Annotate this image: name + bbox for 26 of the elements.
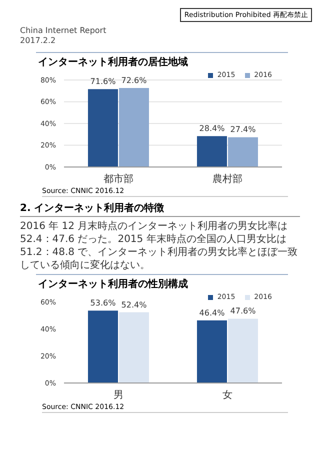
data-label: 52.4% <box>121 300 148 310</box>
data-label: 28.4% <box>199 124 226 134</box>
data-label: 71.6% <box>90 77 116 86</box>
x-tick-label: 都市部 <box>104 173 134 186</box>
chart-title: インターネット利用者の居住地域 <box>38 56 189 69</box>
bar <box>228 137 258 167</box>
text: 2016 年 12 月末時点のインターネット利用者の男女比率は 52.4：47.6 だった。2015 年末時点の全国の人口男女比は 51.2：48.8 で、インターネット利用者の男女比率とほぼ一致している傾向に変化はない。 <box>20 220 299 272</box>
x-tick-label: 男 <box>114 390 124 402</box>
bar <box>88 310 118 383</box>
data-label: 53.6% <box>90 298 116 308</box>
data-label: 47.6% <box>230 306 256 316</box>
data-label: 72.6% <box>121 76 148 86</box>
bar <box>228 318 258 383</box>
chart-title: インターネット利用者の性別構成 <box>38 278 189 291</box>
x-tick-label: 農村部 <box>212 173 242 186</box>
bar <box>196 136 227 167</box>
bar <box>118 312 149 383</box>
text: China Internet Report <box>20 26 106 35</box>
text: 2017.2.2 <box>20 36 56 45</box>
x-tick-label: 女 <box>222 389 232 402</box>
bar <box>118 88 149 167</box>
bar <box>196 320 227 383</box>
data-label: 46.4% <box>199 308 226 318</box>
data-label: 27.4% <box>230 125 256 134</box>
bar <box>88 89 118 167</box>
text: 2. インターネット利用者の特徴 <box>20 201 300 217</box>
